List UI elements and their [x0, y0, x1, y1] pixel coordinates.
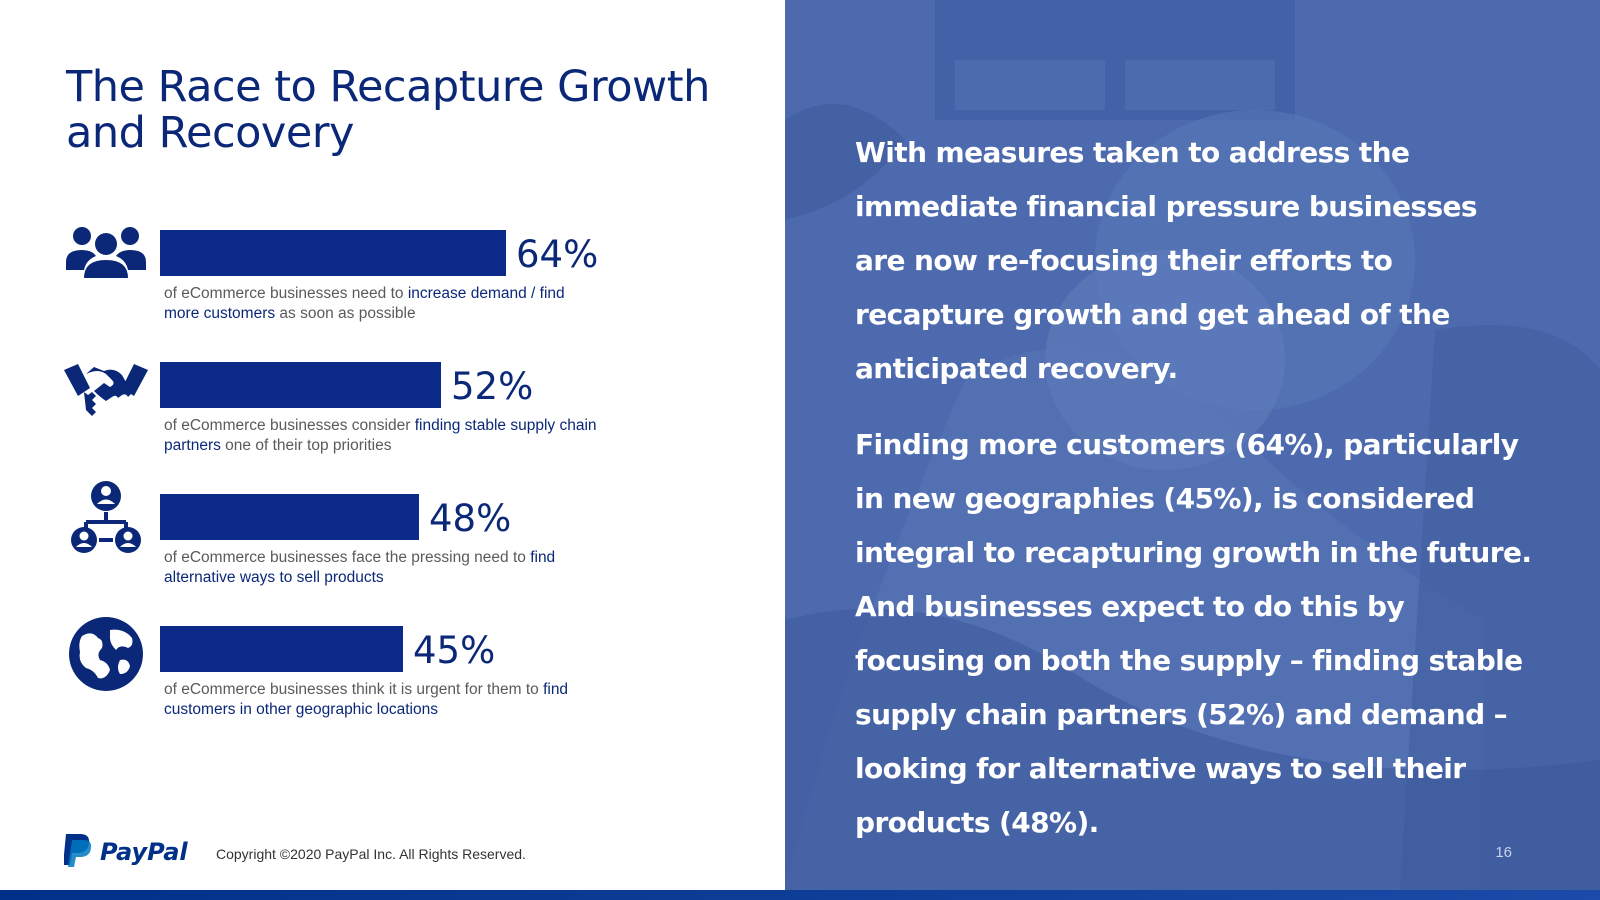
stat-bar-3 [160, 494, 419, 540]
background-photo [785, 0, 1600, 890]
stat-bar-2 [160, 362, 441, 408]
right-paragraph-2: Finding more customers (64%), particular… [855, 428, 1532, 839]
stat-row-1: 64% of eCommerce businesses need to incr… [0, 227, 785, 340]
stat-value-1: 64% [516, 233, 599, 276]
left-panel: The Race to Recapture Growth and Recover… [0, 0, 785, 890]
page-title: The Race to Recapture Growth and Recover… [66, 62, 710, 158]
stat-row-3: 48% of eCommerce businesses face the pre… [0, 481, 785, 604]
stat-value-3: 48% [429, 497, 512, 540]
page-number: 16 [1495, 844, 1512, 861]
stat-desc-1: of eCommerce businesses need to increase… [164, 285, 565, 322]
stat-row-4: 45% of eCommerce businesses think it is … [0, 617, 785, 736]
stat-desc-2: of eCommerce businesses consider finding… [164, 417, 597, 454]
stat-desc-4: of eCommerce businesses think it is urge… [164, 681, 569, 718]
stat-value-4: 45% [413, 629, 496, 672]
stat-bar-1 [160, 230, 506, 276]
globe-icon [62, 614, 150, 702]
people-group-icon [62, 222, 150, 310]
bottom-accent-bar [0, 890, 1600, 900]
right-paragraph-1: With measures taken to address the immed… [855, 136, 1478, 385]
copyright-text: Copyright ©2020 PayPal Inc. All Rights R… [216, 846, 526, 862]
paypal-wordmark: PayPal [100, 838, 188, 866]
stat-desc-3: of eCommerce businesses face the pressin… [164, 549, 556, 586]
right-panel: With measures taken to address the immed… [785, 0, 1600, 890]
stat-value-2: 52% [451, 365, 534, 408]
network-people-icon [62, 480, 150, 568]
stat-row-2: 52% of eCommerce businesses consider fin… [0, 362, 785, 472]
stat-bar-4 [160, 626, 403, 672]
handshake-icon [62, 352, 150, 440]
paypal-logo: PayPal [63, 832, 200, 868]
